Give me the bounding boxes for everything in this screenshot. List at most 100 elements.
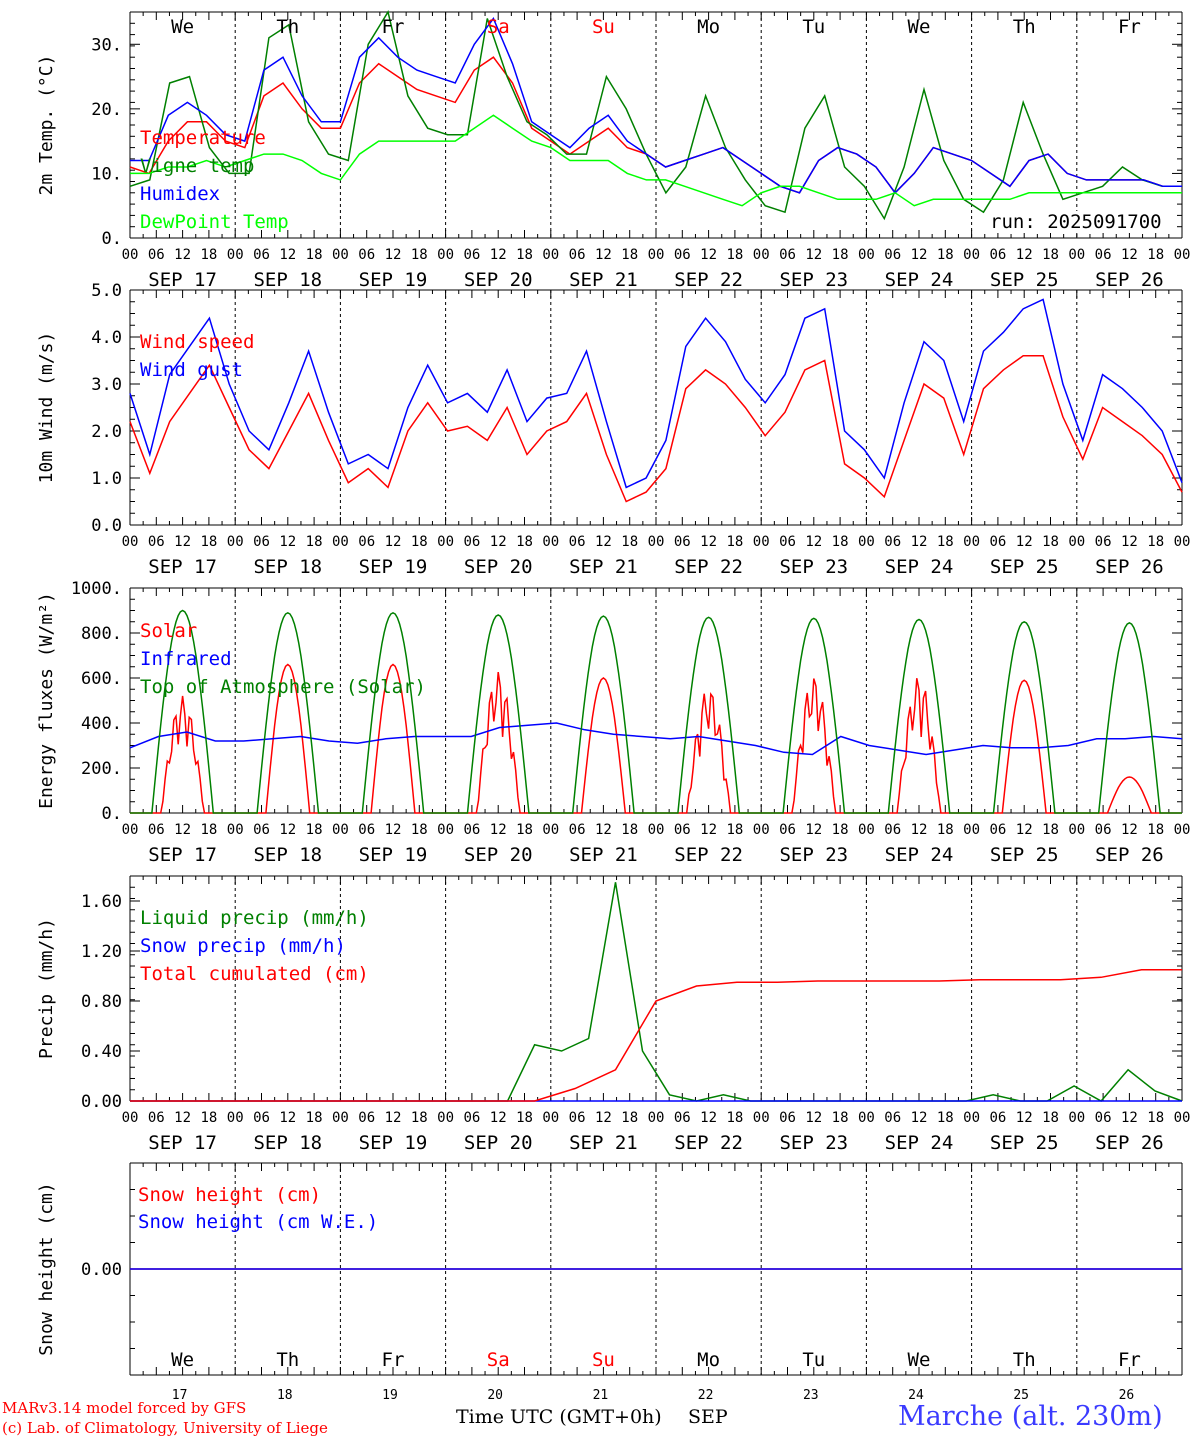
hour-tick-label: 06 xyxy=(884,1110,901,1126)
hour-tick-label: 18 xyxy=(306,822,323,838)
y-tick-label: 1.60 xyxy=(81,892,122,912)
hour-tick-label: 06 xyxy=(989,822,1006,838)
y-tick-label: 0.00 xyxy=(81,1092,122,1112)
hour-tick-label: 00 xyxy=(542,822,559,838)
date-label: SEP 19 xyxy=(359,1132,428,1154)
hour-tick-label: 06 xyxy=(989,534,1006,550)
hour-tick-label: 00 xyxy=(1068,1110,1085,1126)
hour-tick-label: 06 xyxy=(989,1110,1006,1126)
hour-tick-label: 12 xyxy=(385,1110,402,1126)
hour-tick-label: 12 xyxy=(174,822,191,838)
legend-solar: Solar xyxy=(140,620,197,642)
date-label: SEP 23 xyxy=(779,844,848,866)
hour-tick-label: 00 xyxy=(122,1110,139,1126)
y-tick-label: 2.0 xyxy=(91,422,122,442)
weekday-label: We xyxy=(908,16,931,38)
hour-tick-label: 18 xyxy=(1147,1110,1164,1126)
hour-tick-label: 00 xyxy=(1068,247,1085,263)
y-tick-label: 0.0 xyxy=(91,516,122,536)
hour-tick-label: 00 xyxy=(1174,247,1191,263)
day-number-label: 19 xyxy=(382,1388,398,1403)
date-label: SEP 22 xyxy=(674,1132,743,1154)
hour-tick-label: 06 xyxy=(463,247,480,263)
hour-tick-label: 12 xyxy=(700,822,717,838)
hour-tick-label: 06 xyxy=(674,534,691,550)
series-line-wind-gust xyxy=(129,298,1183,489)
y-tick-label: 4.0 xyxy=(91,328,122,348)
hour-tick-label: 18 xyxy=(411,822,428,838)
hour-tick-label: 12 xyxy=(700,247,717,263)
legend-snow-height-cm-w-e-: Snow height (cm W.E.) xyxy=(138,1211,378,1233)
hour-tick-label: 12 xyxy=(490,247,507,263)
hour-tick-label: 00 xyxy=(753,247,770,263)
hour-tick-label: 12 xyxy=(595,1110,612,1126)
hour-tick-label: 06 xyxy=(569,247,586,263)
hour-tick-label: 06 xyxy=(1095,822,1112,838)
hour-tick-label: 06 xyxy=(463,822,480,838)
hour-tick-label: 18 xyxy=(937,822,954,838)
legend-vigne-temp: Vigne temp xyxy=(140,155,254,177)
hour-tick-label: 00 xyxy=(963,1110,980,1126)
y-tick-label: 400. xyxy=(81,714,122,734)
hour-tick-label: 06 xyxy=(779,822,796,838)
hour-tick-label: 12 xyxy=(174,247,191,263)
hour-tick-label: 18 xyxy=(937,1110,954,1126)
date-label: SEP 20 xyxy=(464,1132,533,1154)
hour-tick-label: 18 xyxy=(1042,534,1059,550)
hour-tick-label: 12 xyxy=(911,822,928,838)
weekday-label: Th xyxy=(1013,16,1036,38)
y-axis-label: 10m Wind (m/s) xyxy=(36,332,57,484)
hour-tick-label: 00 xyxy=(648,822,665,838)
hour-tick-label: 06 xyxy=(1095,247,1112,263)
hour-tick-label: 06 xyxy=(884,822,901,838)
legend-wind-speed: Wind speed xyxy=(140,331,254,353)
y-tick-label: 200. xyxy=(81,759,122,779)
hour-tick-label: 18 xyxy=(200,1110,217,1126)
date-label: SEP 17 xyxy=(148,269,217,291)
hour-tick-label: 06 xyxy=(779,247,796,263)
hour-tick-label: 12 xyxy=(805,247,822,263)
legend-top-of-atmosphere-solar-: Top of Atmosphere (Solar) xyxy=(140,676,426,698)
hour-tick-label: 00 xyxy=(648,534,665,550)
weekday-label: Tu xyxy=(802,16,825,38)
date-label: SEP 24 xyxy=(885,1132,954,1154)
hour-tick-label: 18 xyxy=(832,822,849,838)
hour-tick-label: 06 xyxy=(253,1110,270,1126)
hour-tick-label: 06 xyxy=(358,822,375,838)
hour-tick-label: 00 xyxy=(122,534,139,550)
hour-tick-label: 00 xyxy=(858,534,875,550)
hour-tick-label: 00 xyxy=(963,534,980,550)
date-label: SEP 24 xyxy=(885,844,954,866)
hour-tick-label: 12 xyxy=(911,1110,928,1126)
hour-tick-label: 12 xyxy=(1016,1110,1033,1126)
hour-tick-label: 00 xyxy=(227,1110,244,1126)
y-tick-label: 30. xyxy=(91,35,122,55)
hour-tick-label: 12 xyxy=(279,822,296,838)
hour-tick-label: 18 xyxy=(621,822,638,838)
hour-tick-label: 00 xyxy=(753,822,770,838)
x-axis-month: SEP xyxy=(688,1406,728,1428)
legend-snow-precip-mm-h-: Snow precip (mm/h) xyxy=(140,935,346,957)
date-label: SEP 23 xyxy=(779,1132,848,1154)
series-line-vigne-temp xyxy=(129,10,1182,221)
hour-tick-label: 06 xyxy=(148,1110,165,1126)
hour-tick-label: 18 xyxy=(306,247,323,263)
hour-tick-label: 18 xyxy=(726,822,743,838)
weekday-label: Th xyxy=(1013,1349,1036,1371)
date-label: SEP 25 xyxy=(990,556,1059,578)
date-label: SEP 18 xyxy=(253,844,322,866)
y-tick-label: 5.0 xyxy=(91,281,122,301)
hour-tick-label: 12 xyxy=(490,822,507,838)
hour-tick-label: 06 xyxy=(358,534,375,550)
hour-tick-label: 06 xyxy=(569,822,586,838)
y-tick-label: 3.0 xyxy=(91,375,122,395)
hour-tick-label: 00 xyxy=(542,247,559,263)
hour-tick-label: 12 xyxy=(1121,822,1138,838)
credit-line-1: MARv3.14 model forced by GFS xyxy=(2,1399,247,1417)
x-axis-title: Time UTC (GMT+0h) xyxy=(456,1406,662,1428)
weekday-label: Mo xyxy=(697,16,720,38)
y-tick-label: 600. xyxy=(81,669,122,689)
weekday-label: We xyxy=(908,1349,931,1371)
